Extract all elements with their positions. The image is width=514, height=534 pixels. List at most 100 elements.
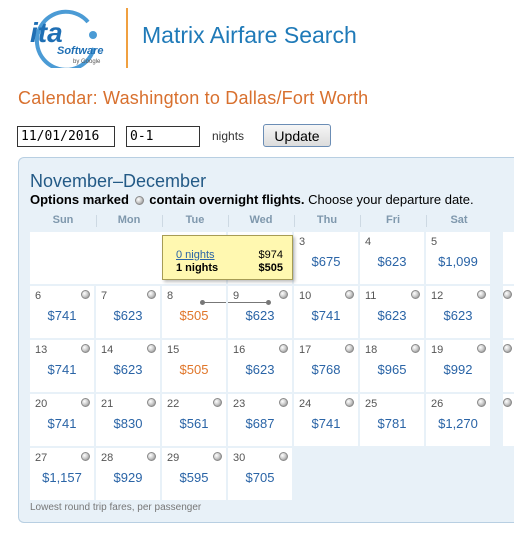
calendar-day[interactable]: 22 $561 <box>162 394 226 446</box>
popup-0-nights-link[interactable]: 0 nights <box>176 249 215 261</box>
day-number: 10 <box>299 290 312 302</box>
ita-software-logo: ita Software by Google <box>30 9 103 68</box>
calendar-day[interactable]: 9 $623 <box>228 286 292 338</box>
weekday-separator <box>426 215 427 227</box>
day-price: $768 <box>311 362 341 377</box>
nights-input[interactable] <box>126 126 200 147</box>
calendar-day[interactable]: 18 $965 <box>360 340 424 392</box>
day-number: 3 <box>299 236 306 248</box>
calendar-day[interactable]: 24 $741 <box>294 394 358 446</box>
calendar-day[interactable]: 15 $505 <box>162 340 226 392</box>
day-price: $830 <box>113 416 143 431</box>
update-button[interactable]: Update <box>263 124 331 147</box>
day-number: 14 <box>101 344 114 356</box>
day-price: $965 <box>377 362 407 377</box>
day-number: 15 <box>167 344 180 356</box>
overnight-icon <box>81 344 90 353</box>
day-price: $741 <box>47 362 77 377</box>
day-price: $623 <box>377 308 407 323</box>
weekday-wed: Wed <box>249 214 273 226</box>
day-number: 30 <box>233 452 246 464</box>
calendar-day-selected[interactable]: 8 $505 <box>162 286 226 338</box>
trip-range-start <box>200 300 205 305</box>
day-number: 18 <box>365 344 378 356</box>
calendar-day[interactable]: 12 $623 <box>426 286 490 338</box>
calendar-day[interactable]: 3 $675 <box>294 232 358 284</box>
day-price: $623 <box>245 362 275 377</box>
calendar-day[interactable]: 30 $705 <box>228 448 292 500</box>
day-price: $595 <box>179 470 209 485</box>
calendar-day[interactable]: 5 $1,099 <box>426 232 490 284</box>
calendar-day[interactable]: 11 $623 <box>360 286 424 338</box>
calendar-day[interactable]: 4 $623 <box>360 232 424 284</box>
calendar-day[interactable]: 6 $741 <box>30 286 94 338</box>
calendar-day[interactable]: 10 $741 <box>294 286 358 338</box>
day-number: 29 <box>167 452 180 464</box>
day-number: 16 <box>233 344 246 356</box>
logo-text: ita <box>30 17 63 48</box>
day-number: 22 <box>167 398 180 410</box>
calendar-day[interactable]: 13 $741 <box>30 340 94 392</box>
overnight-icon <box>279 452 288 461</box>
overnight-icon <box>147 290 156 299</box>
day-price: $741 <box>47 308 77 323</box>
calendar-day[interactable]: 16 $623 <box>228 340 292 392</box>
calendar-day[interactable]: 17 $768 <box>294 340 358 392</box>
overnight-icon <box>477 290 486 299</box>
day-price: $687 <box>245 416 275 431</box>
overnight-icon <box>213 398 222 407</box>
weekday-separator <box>162 215 163 227</box>
calendar-day[interactable]: 14 $623 <box>96 340 160 392</box>
day-number: 28 <box>101 452 114 464</box>
calendar-day[interactable]: 19 $992 <box>426 340 490 392</box>
note-bold-2: contain overnight flights. <box>149 192 305 207</box>
month-title: November–December <box>30 171 207 191</box>
day-price: $992 <box>443 362 473 377</box>
weekday-tue: Tue <box>185 214 205 226</box>
day-number: 27 <box>35 452 48 464</box>
day-price: $781 <box>377 416 407 431</box>
calendar-day[interactable]: 21 $830 <box>96 394 160 446</box>
day-number: 5 <box>431 236 438 248</box>
day-price: $741 <box>311 308 341 323</box>
popup-1-nights-label: 1 nights <box>176 262 219 274</box>
day-number: 6 <box>35 290 42 302</box>
calendar-day[interactable]: 28 $929 <box>96 448 160 500</box>
day-price: $1,157 <box>42 470 82 485</box>
calendar-day[interactable]: 29 $595 <box>162 448 226 500</box>
calendar-day[interactable]: 7 $623 <box>96 286 160 338</box>
day-price: $623 <box>245 308 275 323</box>
departure-date-input[interactable] <box>17 126 115 147</box>
fare-footnote: Lowest round trip fares, per passenger <box>30 502 202 513</box>
overnight-icon <box>411 290 420 299</box>
overnight-icon <box>503 290 512 299</box>
day-price: $623 <box>377 254 407 269</box>
overnight-icon <box>477 398 486 407</box>
overnight-icon <box>477 344 486 353</box>
overnight-icon <box>345 398 354 407</box>
overnight-icon <box>147 452 156 461</box>
calendar-day[interactable]: 23 $687 <box>228 394 292 446</box>
note-rest: Choose your departure date. <box>308 192 474 207</box>
overnight-icon <box>503 398 512 407</box>
calendar-day[interactable]: 20 $741 <box>30 394 94 446</box>
overnight-note: Options marked contain overnight flights… <box>30 192 474 207</box>
header-divider <box>126 8 128 68</box>
calendar-day[interactable]: 27 $1,157 <box>30 448 94 500</box>
weekday-fri: Fri <box>385 214 401 226</box>
overnight-icon <box>503 344 512 353</box>
day-number: 20 <box>35 398 48 410</box>
overnight-icon <box>81 398 90 407</box>
weekday-separator <box>228 215 229 227</box>
next-month-cell <box>503 394 514 446</box>
weekday-header: Sun Mon Tue Wed Thu Fri Sat <box>30 214 492 228</box>
day-price: $741 <box>47 416 77 431</box>
weekday-separator <box>96 215 97 227</box>
overnight-icon <box>134 196 144 205</box>
day-price: $561 <box>179 416 209 431</box>
day-price: $505 <box>179 308 209 323</box>
calendar-day[interactable]: 25 $781 <box>360 394 424 446</box>
calendar-day[interactable]: 26 $1,270 <box>426 394 490 446</box>
overnight-icon <box>345 344 354 353</box>
trip-range-end <box>266 300 271 305</box>
